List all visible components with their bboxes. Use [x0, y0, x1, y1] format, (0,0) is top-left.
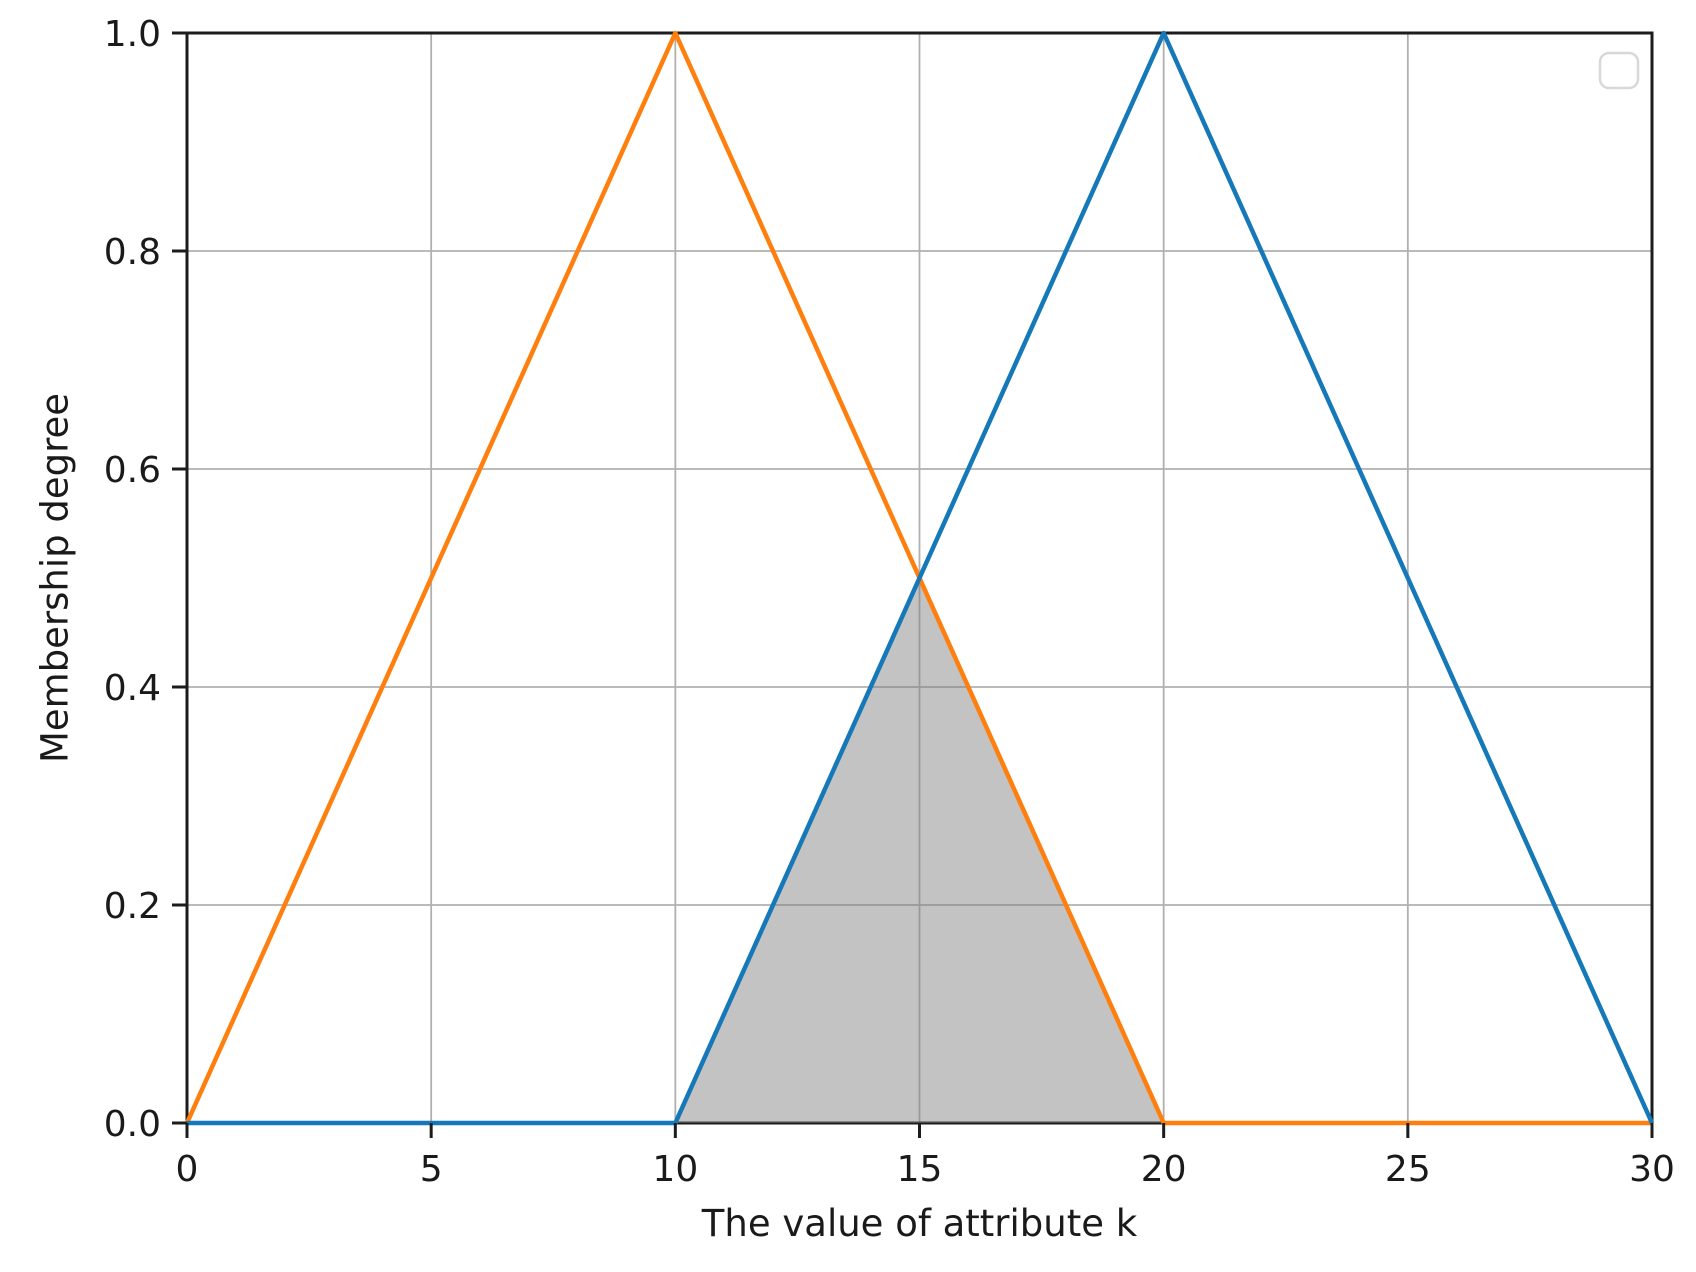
y-tick-label: 0.6 — [104, 450, 161, 491]
x-tick-label: 20 — [1141, 1149, 1187, 1190]
intersection-area — [675, 578, 1164, 1123]
y-tick-label: 0.8 — [104, 232, 161, 273]
x-tick-label: 30 — [1629, 1149, 1675, 1190]
y-tick-label: 0.2 — [104, 886, 161, 927]
y-axis-label: Membership degree — [33, 392, 77, 764]
x-tick-label: 15 — [897, 1149, 943, 1190]
x-tick-label: 10 — [652, 1149, 698, 1190]
x-tick-label: 25 — [1385, 1149, 1431, 1190]
y-tick-label: 0.0 — [104, 1104, 161, 1145]
y-tick-label: 1.0 — [104, 14, 161, 55]
x-tick-label: 0 — [176, 1149, 199, 1190]
legend-box — [1598, 51, 1640, 90]
x-tick-label: 5 — [420, 1149, 443, 1190]
x-axis-label: The value of attribute k — [701, 1202, 1138, 1245]
y-tick-label: 0.4 — [104, 668, 161, 709]
